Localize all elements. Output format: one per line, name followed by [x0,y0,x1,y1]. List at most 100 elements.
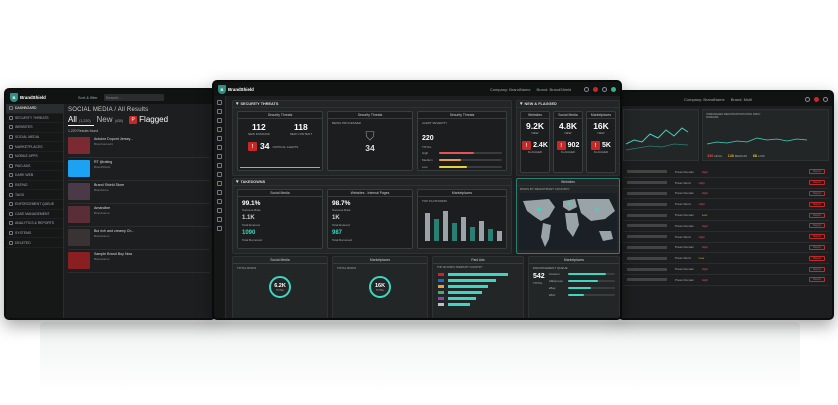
sidebar-item[interactable]: RATING [6,181,63,191]
eye-icon[interactable] [217,163,222,168]
brand-selector[interactable]: Brand: Multi [730,96,753,102]
social-media-total-card[interactable]: Social Media TOTAL RISKS 6.2K TOTAL [232,256,328,318]
new-flagged-column[interactable]: Social Media 4.8K NEW ! 902 FLAGGED [553,111,583,173]
report-button[interactable]: Report [809,244,825,250]
table-row[interactable]: Press Domain High Report [623,275,829,286]
company-selector[interactable]: Company: BrandName [489,86,531,92]
sort-filter-button[interactable]: Sort & filter [77,94,98,100]
table-row[interactable]: Press Domain High Report [623,189,829,200]
people-icon[interactable] [217,127,222,132]
brand-selector[interactable]: Brand: BrandShield [536,86,572,92]
table-row[interactable]: Press Domain High Report [623,221,829,232]
queue-row: AliExpress [549,279,615,283]
tab-new[interactable]: New (430) [96,115,124,124]
takedown-card-websites[interactable]: Websites - Internal Pages 98.7% Success R… [327,189,413,249]
company-selector[interactable]: Company: BrandName [684,96,725,102]
security-card-severity[interactable]: Security Threats ALERT SEVERITY 220 TOTAL… [417,111,507,171]
collapse-chevron-icon[interactable]: ▾ [520,101,523,107]
world-map[interactable] [519,193,617,250]
grid-icon[interactable] [217,100,222,105]
sidebar-item[interactable]: SECURITY THREATS [6,114,63,124]
report-button[interactable]: Report [809,266,825,272]
phone-icon[interactable] [217,145,222,150]
sidebar-item[interactable]: SYSTEMS [6,229,63,239]
table-row[interactable]: Press Word High Report [623,199,829,211]
chart-icon[interactable] [217,208,222,213]
new-flagged-column[interactable]: Websites 9.2K NEW ! 2.4K FLAGGED [520,111,550,173]
list-item[interactable]: RT @rating BrandShield [68,158,210,181]
gear-icon[interactable] [217,217,222,222]
refresh-icon[interactable] [584,86,589,92]
collapse-chevron-icon[interactable]: ▾ [236,101,239,107]
settings-icon[interactable] [602,86,607,92]
table-row[interactable]: Press Domain High Report [623,243,829,254]
list-item[interactable]: Antoine Dupont Jersey... Brandname44 [68,135,210,158]
security-card-processed[interactable]: Security Threats BEING PROCESSED ⛉ 34 [327,111,413,171]
shield-icon[interactable] [217,109,222,114]
sidebar-item[interactable]: PAID ADS [6,162,63,172]
platform-bar [434,219,439,241]
report-button[interactable]: Report [809,255,825,261]
marketplaces-total-card[interactable]: Marketplaces TOTAL RISKS 16K TOTAL [332,256,428,318]
ads-icon[interactable] [217,154,222,159]
table-row[interactable]: Press Domain High Report [623,264,829,275]
tab-all[interactable]: All (1,220) [68,115,91,124]
collapse-chevron-icon[interactable]: ▾ [236,179,239,185]
report-button[interactable]: Report [809,212,825,218]
notification-icon[interactable] [814,96,819,102]
table-row[interactable]: Press Domain High Report [623,167,829,178]
table-row[interactable]: Press Word High Report [623,232,829,243]
sidebar-item[interactable]: MOBILE APPS [6,152,63,162]
enforcement-queue-card[interactable]: Marketplaces ENFORCEMENT QUEUE 542 TOTAL … [528,256,620,318]
row-type: Press Word [675,256,691,261]
report-button[interactable]: Report [809,277,825,283]
severity-bar [439,159,502,161]
list-item[interactable]: Brand Shield Store Brandstore [68,181,210,204]
star-icon[interactable] [217,172,222,177]
queue-icon[interactable] [217,190,222,195]
search-input[interactable]: Search... [103,93,164,101]
report-button[interactable]: Report [809,190,825,196]
tab-flagged[interactable]: P Flagged [129,115,168,124]
avatar[interactable] [611,86,616,92]
folder-icon[interactable] [217,199,222,204]
sidebar-item[interactable]: DELETED [6,238,63,248]
cart-icon[interactable] [217,136,222,141]
country-flag-icon [438,297,444,300]
sidebar-item[interactable]: DARK WEB [6,171,63,181]
tag-icon[interactable] [217,181,222,186]
list-item[interactable]: Amandine Brandname [68,204,210,227]
notification-icon[interactable] [593,86,598,92]
globe-icon[interactable] [217,118,222,123]
trash-icon[interactable] [217,226,222,231]
column-title: Social Media [554,112,582,119]
sidebar-item[interactable]: WEBSITES [6,123,63,133]
takedown-card-marketplaces[interactable]: Marketplaces TOP PLATFORMS [417,189,507,249]
sidebar-item[interactable]: CASE MANAGEMENT [6,210,63,220]
sidebar-item[interactable]: ENFORCEMENT QUEUE [6,200,63,210]
sidebar-item[interactable]: MARKETPLACES [6,142,63,152]
new-flagged-column[interactable]: Marketplaces 16K NEW ! 5K FLAGGED [586,111,616,173]
trash-icon [9,240,13,245]
list-item[interactable]: Bui rich and creamy Ch... Brandname [68,227,210,250]
paid-ads-card[interactable]: Paid Ads TOP AD RISKS TERMS BY COUNTRY [432,256,524,318]
refresh-icon[interactable] [805,96,810,102]
table-row[interactable]: Press Word High Report [623,178,829,189]
report-button[interactable]: Report [809,234,825,240]
ads-icon [9,163,13,168]
center-screen-dashboard: B BrandShield Company: BrandName Brand: B… [212,80,622,320]
report-button[interactable]: Report [809,223,825,229]
report-button[interactable]: Report [809,169,825,175]
report-button[interactable]: Report [809,180,825,186]
security-card-counts[interactable]: Security Threats 112 NEW DOMAINS 118 NEW C… [237,111,323,171]
takedown-card-social[interactable]: Social Media 99.1% Success Rate 1.1K Total… [237,189,323,249]
report-button[interactable]: Report [809,201,825,207]
list-item[interactable]: Sample Brand Buy Now Brandname [68,250,210,273]
sidebar-item[interactable]: ANALYTICS & REPORTS [6,219,63,229]
table-row[interactable]: Press Domain Low Report [623,210,829,221]
sidebar-item[interactable]: SOCIAL MEDIA [6,133,63,143]
sidebar-item[interactable]: DASHBOARD [6,104,63,114]
table-row[interactable]: Press Word Low Report [623,253,829,265]
settings-icon[interactable] [823,96,828,102]
sidebar-item[interactable]: TAGS [6,190,63,200]
